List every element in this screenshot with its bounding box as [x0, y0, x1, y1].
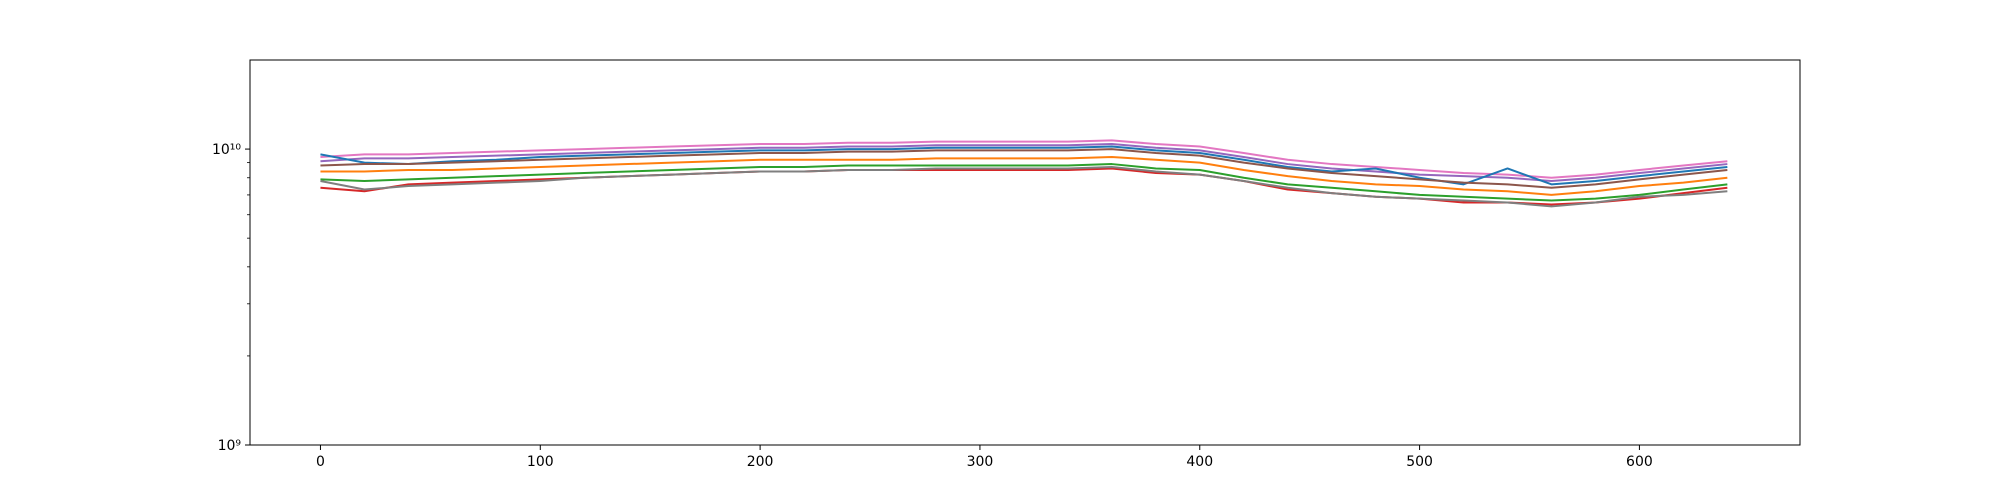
x-tick-label: 300	[967, 454, 994, 470]
data-line	[320, 156, 1728, 196]
y-tick-label: 10¹⁰	[212, 142, 241, 158]
data-line	[320, 148, 1728, 189]
x-tick-label: 500	[1406, 454, 1433, 470]
y-tick-label: 10⁹	[218, 438, 242, 454]
data-line	[320, 165, 1728, 208]
data-line	[320, 143, 1728, 183]
data-line	[320, 163, 1728, 202]
x-tick-label: 0	[316, 454, 325, 470]
data-line	[320, 145, 1728, 186]
x-tick-label: 200	[747, 454, 774, 470]
axes-frame	[249, 59, 1801, 446]
x-tick-label: 100	[527, 454, 554, 470]
x-tick-label: 600	[1626, 454, 1653, 470]
x-tick-label: 400	[1186, 454, 1213, 470]
